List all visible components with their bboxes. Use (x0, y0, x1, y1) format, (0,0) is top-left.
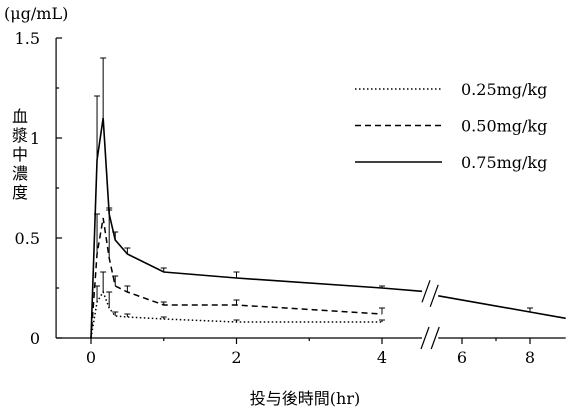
series-break-mark (429, 284, 439, 308)
x-tick-label: 4 (377, 348, 387, 367)
y-tick-label: 1 (30, 129, 40, 148)
y-axis-unit: (μg/mL) (4, 4, 68, 23)
x-tick-label: 0 (86, 348, 96, 367)
y-tick-label: 1.5 (15, 29, 40, 48)
series-line (90, 290, 382, 339)
x-axis-label: 投与後時間(hr) (250, 389, 360, 408)
series-line (90, 217, 383, 339)
legend-label: 0.50mg/kg (461, 117, 547, 136)
x-tick-label: 6 (457, 348, 467, 367)
legend-label: 0.25mg/kg (461, 80, 547, 99)
x-tick-label: 2 (231, 348, 241, 367)
x-axis-break-mark (420, 326, 430, 350)
series-break-mark (421, 280, 431, 303)
y-tick-label: 0 (30, 329, 40, 348)
y-axis-label: 血漿中濃度 (9, 108, 28, 203)
x-tick-label: 8 (525, 348, 535, 367)
x-axis-break-mark (430, 326, 440, 350)
y-tick-label: 0.5 (15, 229, 40, 248)
legend-label: 0.75mg/kg (461, 153, 547, 172)
